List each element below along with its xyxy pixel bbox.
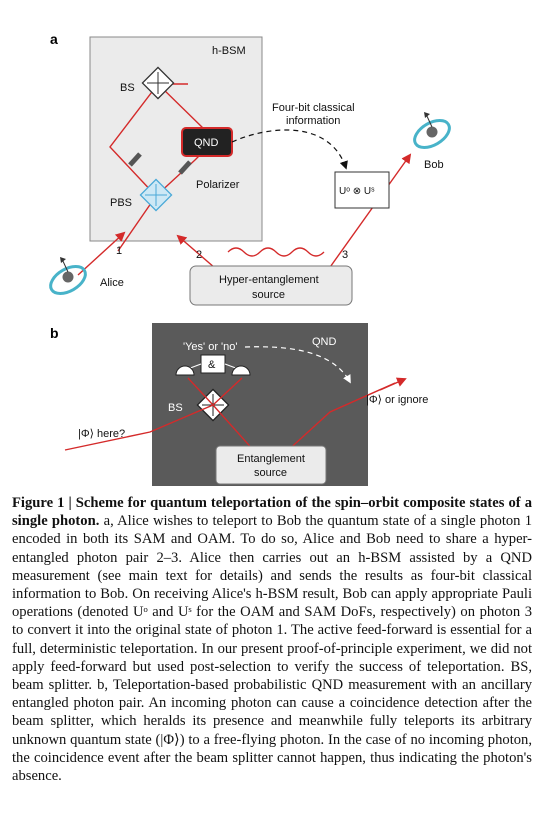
hbsm-label: h-BSM xyxy=(212,45,246,57)
bs-label: BS xyxy=(120,82,135,94)
caption-title: Figure 1 | Scheme for quantum teleportat… xyxy=(12,495,532,530)
panel-a-letter: a xyxy=(50,31,58,47)
panel-b-beams xyxy=(64,377,396,454)
bs-label-b: BS xyxy=(168,402,183,414)
caption-body: a, Alice wishes to teleport to Bob the q… xyxy=(12,513,532,785)
alice-label: Alice xyxy=(100,277,124,289)
entanglement-wiggle xyxy=(227,247,325,257)
pbs-label: PBS xyxy=(110,197,132,209)
photon-1-label: 1 xyxy=(116,245,122,257)
figure-caption: Figure 1 | Scheme for quantum teleportat… xyxy=(12,494,532,785)
alice-planet-icon xyxy=(49,257,87,295)
entanglement-source-box xyxy=(215,445,327,485)
classical-info-arrow xyxy=(231,129,348,170)
phi-here-label: |Φ⟩ here? xyxy=(78,428,125,440)
polarizer-right xyxy=(178,160,192,175)
detector-left xyxy=(175,365,195,376)
bob-planet-icon xyxy=(413,112,451,149)
detector-right xyxy=(231,365,251,376)
polarizer-label: Polarizer xyxy=(196,179,240,191)
bs-cube xyxy=(141,66,175,100)
photon-2-label: 2 xyxy=(196,249,202,261)
photon-1-beam xyxy=(77,231,126,276)
ent-source-line2: source xyxy=(254,467,287,479)
operator-box xyxy=(334,171,390,209)
operator-label: Uᵒ ⊗ Uˢ xyxy=(339,186,375,197)
pbs-cube xyxy=(139,178,173,212)
hyper-entanglement-source-box xyxy=(189,265,353,306)
source-line2: source xyxy=(252,289,285,301)
bob-label: Bob xyxy=(424,159,444,171)
yes-no-label: 'Yes' or 'no' xyxy=(183,341,237,353)
outgoing-photon-arrow xyxy=(379,377,407,391)
info-line1: Four-bit classical xyxy=(272,102,355,114)
photon-3-beam xyxy=(327,153,412,271)
phi-ignore-label: |Φ⟩ or ignore xyxy=(366,394,428,406)
photon-2-beam xyxy=(176,234,216,269)
panel-b-letter: b xyxy=(50,325,59,341)
source-line1: Hyper-entanglement xyxy=(219,274,319,286)
info-line2: information xyxy=(286,115,340,127)
polarizer-left xyxy=(128,152,142,167)
and-label: & xyxy=(208,359,216,371)
qnd-label: QND xyxy=(194,137,219,149)
teleportation-scheme-figure: a h-BSM BS QND Polarizer PBS 1 2 3 Hyper… xyxy=(49,31,451,486)
ent-source-line1: Entanglement xyxy=(237,453,305,465)
photon-3-label: 3 xyxy=(342,249,348,261)
qnd-label-b: QND xyxy=(312,336,337,348)
hbsm-box xyxy=(89,36,263,242)
